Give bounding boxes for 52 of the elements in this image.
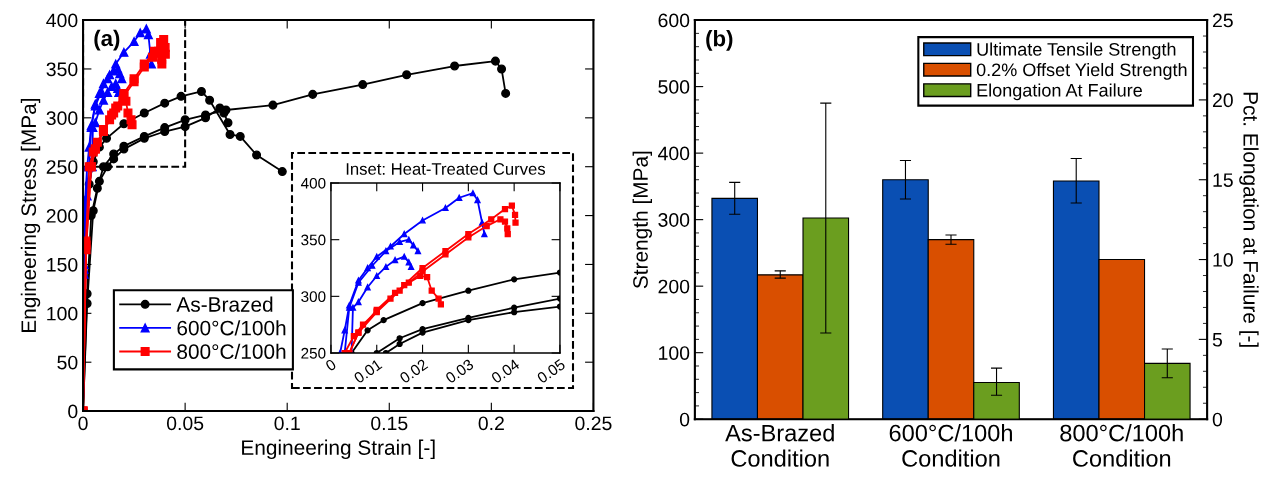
x-tick-label: 0.25 xyxy=(575,416,612,431)
x-tick-label: 0.15 xyxy=(371,416,408,431)
y-tick-label: 400 xyxy=(46,13,78,28)
y-tick-label: 400 xyxy=(300,177,326,189)
x-tick-label: 0.01 xyxy=(353,358,383,384)
annotation: (b) xyxy=(706,30,733,51)
annotation: (a) xyxy=(94,29,120,51)
y2-tick-label: 15 xyxy=(1213,173,1233,187)
x-tick-label: 800°C/100h Condition xyxy=(1060,424,1183,467)
x-tick-label: 0.05 xyxy=(536,358,566,384)
y-axis-title: Engineering Stress [MPa] xyxy=(20,98,41,332)
x-tick-label: 0.04 xyxy=(490,358,521,384)
y-tick-label: 350 xyxy=(301,234,326,246)
x-tick-label: 0.2 xyxy=(478,416,504,431)
y-tick-label: 0 xyxy=(68,404,78,419)
y-tick-label: 100 xyxy=(47,306,78,321)
y-axis-title: Strength [MPa] xyxy=(632,151,653,289)
y2-tick-label: 25 xyxy=(1212,13,1233,28)
y-tick-label: 300 xyxy=(46,111,78,126)
y-tick-label: 200 xyxy=(658,279,690,294)
x-tick-label: 0 xyxy=(78,416,88,431)
y-tick-label: 400 xyxy=(658,146,690,161)
x-tick-label: 0.03 xyxy=(444,358,475,384)
y-tick-label: 100 xyxy=(659,346,690,360)
y-tick-label: 500 xyxy=(658,80,690,94)
legend-label: 0.2% Offset Yield Strength xyxy=(976,62,1187,80)
x-tick-label: 600°C/100h Condition xyxy=(889,424,1012,467)
y-tick-label: 250 xyxy=(301,347,326,359)
x-tick-label: 0.02 xyxy=(398,358,429,384)
y-tick-label: 350 xyxy=(46,62,78,77)
y-tick-label: 600 xyxy=(658,13,690,28)
x-tick-label: 0.05 xyxy=(166,416,204,431)
legend-label: Ultimate Tensile Strength xyxy=(977,42,1176,60)
legend-label: As-Brazed xyxy=(176,296,273,312)
y-tick-label: 300 xyxy=(301,291,326,303)
legend-label: Elongation At Failure xyxy=(977,83,1142,101)
y-tick-label: 200 xyxy=(46,209,78,223)
legend-label: 600°C/100h xyxy=(177,320,286,336)
y2-tick-label: 5 xyxy=(1212,333,1222,347)
y-tick-label: 150 xyxy=(47,257,78,272)
y2-axis-title: Pct. Elongation at Failure [-] xyxy=(1239,92,1259,347)
chart-title: Inset: Heat-Treated Curves xyxy=(346,162,546,175)
y-tick-label: 250 xyxy=(46,160,78,174)
y2-tick-label: 20 xyxy=(1212,93,1233,108)
x-axis-title: Engineering Strain [-] xyxy=(242,439,435,460)
legend-label: 800°C/100h xyxy=(177,343,286,360)
y-tick-label: 300 xyxy=(658,213,690,227)
y2-tick-label: 10 xyxy=(1213,253,1233,267)
x-tick-label: 0 xyxy=(324,358,337,372)
y-tick-label: 50 xyxy=(57,355,78,370)
x-tick-label: 0.1 xyxy=(274,416,300,431)
x-tick-label: As-Brazed Condition xyxy=(725,424,834,467)
